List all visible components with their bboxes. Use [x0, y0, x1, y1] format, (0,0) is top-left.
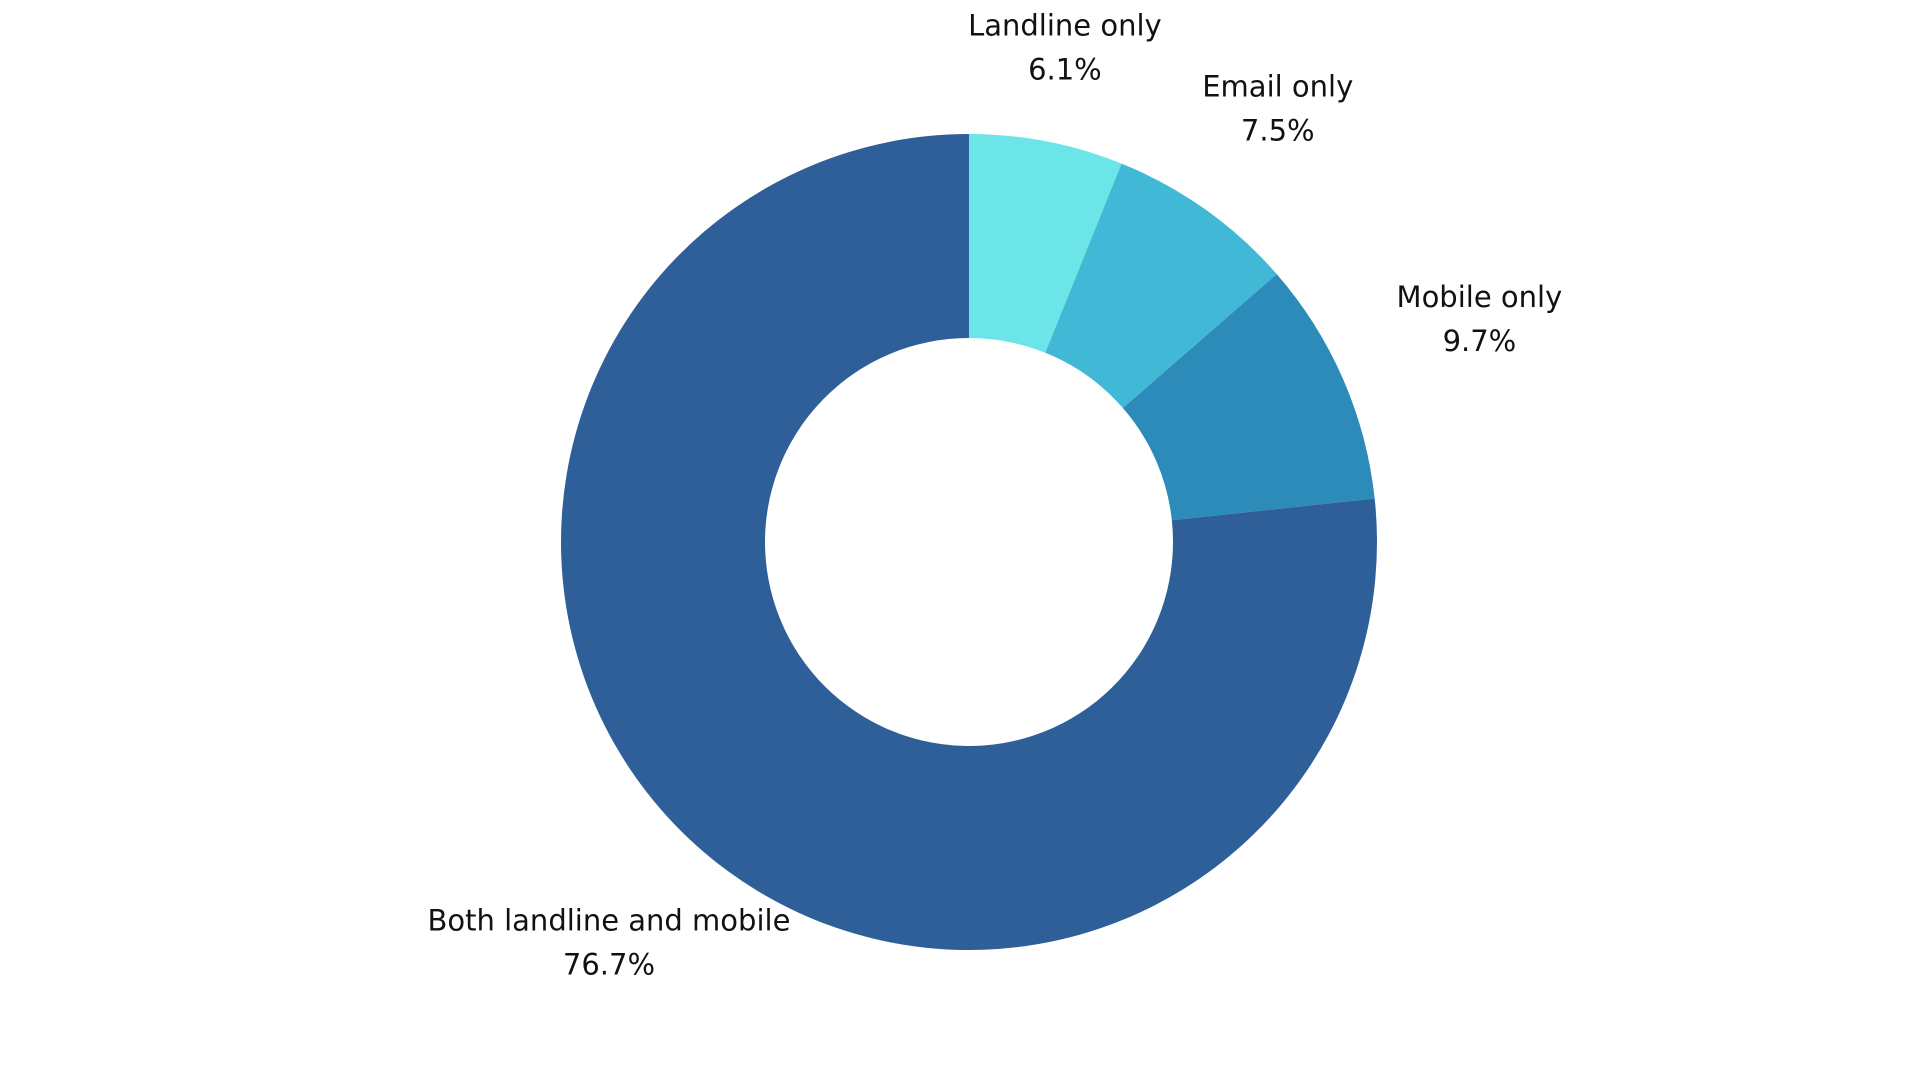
value-label: 7.5% — [1241, 114, 1315, 148]
slice-label: Landline only — [968, 9, 1162, 43]
value-label: 9.7% — [1443, 324, 1517, 358]
slice — [1045, 163, 1277, 409]
slice — [969, 134, 1122, 353]
slice-label: Both landline and mobile — [428, 904, 791, 938]
value-label: 6.1% — [1028, 53, 1102, 87]
slice — [560, 134, 1377, 950]
slice-label: Email only — [1202, 70, 1353, 104]
slice — [1122, 274, 1375, 521]
slice-label: Mobile only — [1397, 280, 1563, 314]
value-label: 76.7% — [563, 948, 655, 982]
